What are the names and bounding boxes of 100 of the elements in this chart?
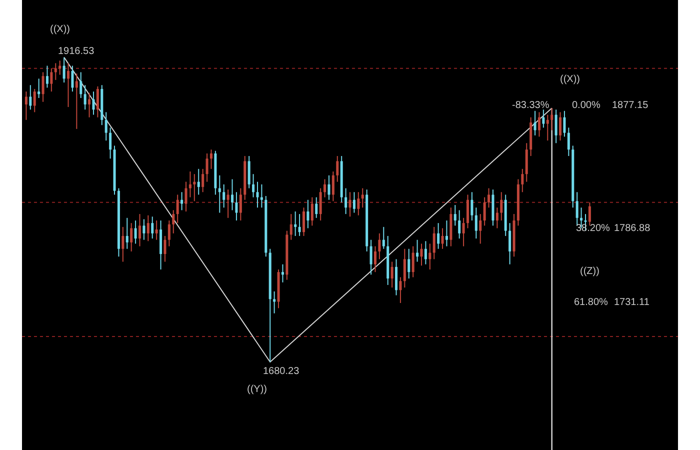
- candlestick: [155, 220, 158, 240]
- candlestick: [273, 290, 276, 314]
- candlestick: [390, 261, 394, 288]
- annotation: 1916.53: [58, 46, 95, 57]
- candlestick: [424, 240, 427, 265]
- candlestick: [370, 239, 372, 276]
- annotation: 0.00%: [572, 100, 600, 111]
- candlestick: [408, 248, 410, 280]
- candlestick: [235, 192, 238, 221]
- candlestick: [202, 168, 204, 193]
- candlestick: [428, 243, 432, 270]
- candlestick: [104, 112, 108, 142]
- candlestick: [466, 194, 470, 229]
- candlestick: [62, 56, 66, 84]
- candlestick: [336, 156, 339, 182]
- candlestick: [75, 72, 78, 130]
- candlestick: [554, 109, 558, 144]
- annotation: ((X)): [560, 74, 580, 85]
- candlestick: [479, 214, 482, 244]
- candlestick: [230, 178, 234, 211]
- candlestick: [394, 258, 398, 296]
- candlestick: [96, 86, 99, 118]
- candlestick: [134, 220, 137, 244]
- candlestick: [315, 196, 318, 218]
- candlestick: [92, 91, 95, 116]
- candlestick: [302, 207, 306, 236]
- candlestick: [538, 112, 540, 138]
- candlestick: [142, 218, 146, 240]
- candlestick: [184, 181, 188, 212]
- candlestick: [193, 174, 196, 202]
- candlestick: [357, 192, 360, 216]
- candlestick: [576, 192, 578, 226]
- candlestick: [164, 235, 166, 262]
- candlestick: [126, 217, 128, 250]
- candlestick: [176, 194, 179, 224]
- candlestick: [310, 196, 314, 226]
- annotation: ((Y)): [247, 384, 267, 395]
- candlestick: [84, 84, 86, 110]
- candlestick: [218, 174, 221, 214]
- candlestick: [412, 246, 414, 278]
- candlestick: [58, 60, 62, 76]
- candlestick: [382, 226, 385, 250]
- candlestick: [54, 62, 57, 80]
- candlestick: [122, 226, 124, 262]
- candlestick: [248, 156, 250, 189]
- candlestick: [319, 188, 322, 221]
- candlestick: [188, 170, 192, 198]
- candlestick: [256, 181, 259, 208]
- candlestick: [130, 222, 133, 252]
- candlestick: [462, 217, 465, 247]
- candlestick: [222, 184, 226, 208]
- candlestick: [260, 184, 263, 208]
- candlestick: [550, 108, 554, 131]
- candlestick: [252, 174, 255, 198]
- candlestick: [328, 174, 330, 200]
- candlestick: [306, 199, 310, 229]
- annotation: 1680.23: [263, 366, 300, 377]
- candlestick: [416, 239, 419, 262]
- candlestick: [441, 228, 444, 250]
- candlestick: [508, 222, 512, 265]
- candlestick: [88, 92, 91, 118]
- candlestick: [298, 214, 301, 236]
- text: 1731.11: [614, 297, 650, 308]
- candlestick: [46, 65, 48, 88]
- candlestick: [542, 109, 545, 128]
- annotation: ((Z)): [580, 266, 600, 277]
- text: 1786.88: [614, 223, 651, 234]
- candlestick: [42, 72, 44, 102]
- candlestick: [483, 196, 486, 226]
- annotation: -83.33%: [512, 100, 550, 111]
- candlestick: [138, 214, 142, 247]
- candlestick: [374, 246, 376, 273]
- candlestick: [172, 210, 175, 234]
- candlestick: [66, 62, 70, 108]
- candlestick: [488, 188, 490, 208]
- candlestick: [294, 210, 297, 236]
- candlestick: [168, 220, 170, 247]
- candlestick: [558, 112, 562, 142]
- candlestick: [403, 248, 406, 288]
- candlestick: [24, 91, 28, 120]
- candlestick: [324, 178, 326, 198]
- candlestick: [432, 226, 436, 260]
- candlestick: [197, 168, 200, 196]
- candlestick: [33, 88, 36, 113]
- candlestick: [151, 216, 154, 240]
- candlestick: [420, 243, 423, 266]
- candlestick: [474, 207, 478, 240]
- candlestick: [71, 65, 74, 92]
- candlestick: [352, 192, 356, 214]
- candlestick: [38, 78, 40, 98]
- candlestick: [546, 114, 549, 142]
- candlestick: [180, 192, 184, 211]
- candlestick: [50, 68, 53, 92]
- candlestick: [534, 110, 536, 136]
- text: 1877.15: [612, 100, 649, 111]
- candlestick: [454, 204, 456, 226]
- candlestick: [239, 188, 242, 221]
- candlestick: [332, 170, 334, 202]
- candlestick: [500, 192, 503, 221]
- candlestick: [80, 72, 82, 98]
